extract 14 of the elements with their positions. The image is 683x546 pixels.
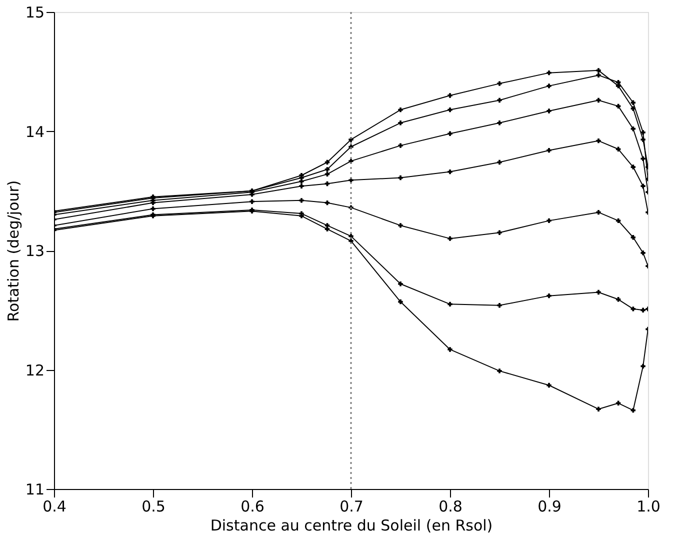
y-tick-label: 15: [25, 4, 44, 22]
x-tick-label: 1.0: [636, 498, 660, 516]
x-tick-label: 0.8: [438, 498, 462, 516]
x-tick-label: 0.6: [240, 498, 264, 516]
y-tick-label: 11: [25, 480, 44, 498]
y-tick-label: 13: [25, 242, 44, 260]
y-tick-label: 12: [25, 361, 44, 380]
x-tick-label: 0.4: [42, 498, 66, 516]
y-axis-title: Rotation (deg/jour): [4, 180, 22, 322]
x-tick-label: 0.7: [340, 498, 364, 516]
x-axis-title: Distance au centre du Soleil (en Rsol): [210, 516, 493, 534]
x-tick-label: 0.5: [142, 498, 166, 516]
x-tick-label: 0.9: [538, 498, 562, 516]
y-tick-label: 14: [25, 122, 44, 141]
